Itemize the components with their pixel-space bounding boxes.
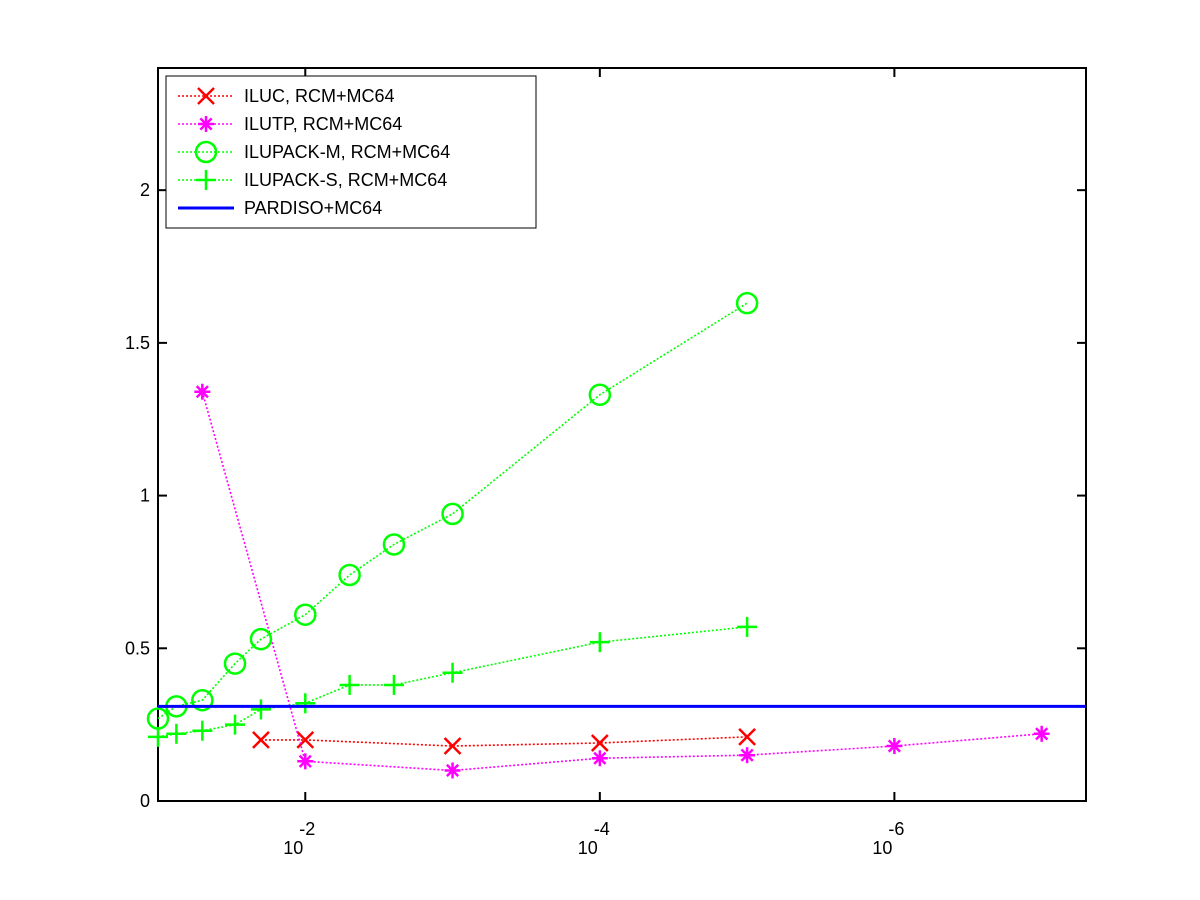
data-point xyxy=(249,627,273,651)
y-tick-label: 0 xyxy=(140,791,150,811)
legend-label: ILUPACK-M, RCM+MC64 xyxy=(244,142,450,162)
y-tick-label: 2 xyxy=(140,180,150,200)
data-point xyxy=(225,714,246,735)
data-point xyxy=(737,616,758,637)
data-point xyxy=(338,563,361,587)
y-tick-label: 1 xyxy=(140,486,150,506)
data-point xyxy=(383,674,404,695)
data-point xyxy=(588,383,612,407)
data-point xyxy=(252,731,270,749)
data-point xyxy=(739,747,756,764)
data-point xyxy=(589,632,610,653)
legend-item: ILUTP, RCM+MC64 xyxy=(178,114,402,134)
data-point xyxy=(296,731,315,749)
legend-label: ILUC, RCM+MC64 xyxy=(244,86,395,106)
legend-label: PARDISO+MC64 xyxy=(244,198,382,218)
data-point xyxy=(148,726,168,747)
data-point xyxy=(339,674,360,695)
legend-item: ILUC, RCM+MC64 xyxy=(178,86,395,106)
legend-marker xyxy=(197,87,215,105)
x-tick-label-exponent: -6 xyxy=(888,819,904,839)
series-1 xyxy=(194,383,1050,779)
series-3 xyxy=(148,616,758,747)
data-point xyxy=(591,750,608,767)
data-point xyxy=(442,662,463,683)
y-tick-label: 1.5 xyxy=(125,333,150,353)
legend-marker xyxy=(194,140,218,164)
data-point xyxy=(166,723,187,744)
data-point xyxy=(223,652,247,675)
series-line xyxy=(260,736,748,747)
x-tick-label-base: 10 xyxy=(872,838,892,858)
data-point xyxy=(295,693,316,714)
data-point xyxy=(1033,725,1050,742)
data-point xyxy=(738,727,756,746)
data-point xyxy=(192,720,213,741)
data-point xyxy=(441,502,464,526)
x-tick-label-base: 10 xyxy=(578,838,598,858)
data-point xyxy=(382,533,406,556)
y-tick-label: 0.5 xyxy=(125,638,150,658)
data-point xyxy=(735,291,759,315)
data-point xyxy=(250,699,271,720)
legend-item: ILUPACK-M, RCM+MC64 xyxy=(178,140,450,164)
data-point xyxy=(886,738,903,755)
legend-label: ILUPACK-S, RCM+MC64 xyxy=(244,170,447,190)
data-point xyxy=(297,753,314,770)
data-point xyxy=(191,688,214,712)
legend: ILUC, RCM+MC64 ILUTP, RCM+MC64 ILUPACK-M, … xyxy=(165,75,537,229)
legend-marker xyxy=(196,170,216,190)
series-layer xyxy=(146,291,1086,779)
legend-item: ILUPACK-S, RCM+MC64 xyxy=(178,170,447,190)
data-point xyxy=(194,383,211,400)
series-line xyxy=(157,302,748,720)
data-point xyxy=(590,734,609,752)
data-point xyxy=(444,762,461,779)
series-2 xyxy=(146,291,759,730)
data-point xyxy=(443,737,462,755)
legend-label: ILUTP, RCM+MC64 xyxy=(244,114,402,134)
data-point xyxy=(294,603,317,626)
x-tick-label-exponent: -4 xyxy=(594,819,610,839)
x-tick-label-exponent: -2 xyxy=(299,819,315,839)
legend-marker xyxy=(198,116,214,132)
x-tick-label-base: 10 xyxy=(283,838,303,858)
legend-item: PARDISO+MC64 xyxy=(178,198,382,218)
series-0 xyxy=(252,727,756,755)
